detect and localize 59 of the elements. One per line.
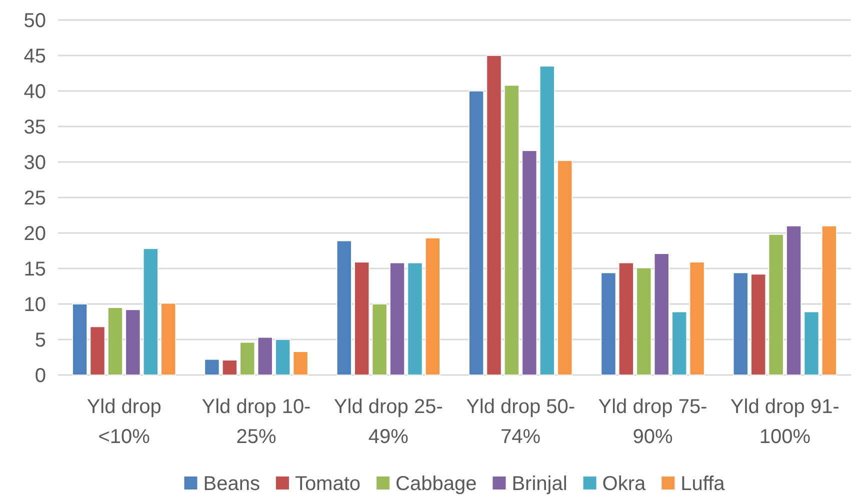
bar xyxy=(257,336,273,376)
bar xyxy=(672,311,687,376)
y-tick-label: 35 xyxy=(24,116,46,138)
bar xyxy=(804,311,820,376)
bar xyxy=(275,339,290,376)
bar xyxy=(600,272,616,376)
bar xyxy=(786,226,802,376)
y-tick-label: 30 xyxy=(24,152,46,174)
x-tick-label: Yld drop <10% xyxy=(86,396,162,448)
x-tick-label: Yld drop 25-49% xyxy=(334,396,443,448)
legend-label: Tomato xyxy=(294,473,361,495)
bar xyxy=(557,160,573,376)
bar xyxy=(108,307,123,376)
bar xyxy=(354,262,370,376)
bar xyxy=(504,84,520,376)
y-tick-label: 40 xyxy=(24,81,46,103)
x-tick-label: Yld drop 91-100% xyxy=(730,396,840,448)
y-tick-label: 50 xyxy=(24,10,46,32)
bar xyxy=(425,238,440,376)
y-tick-label: 25 xyxy=(24,188,46,210)
bar xyxy=(768,234,784,376)
bar xyxy=(654,253,670,376)
bar xyxy=(486,55,502,376)
bar xyxy=(372,304,388,376)
bar xyxy=(336,240,352,376)
bar xyxy=(618,262,634,376)
bar xyxy=(240,342,256,376)
y-tick-label: 20 xyxy=(24,223,46,245)
y-tick-label: 0 xyxy=(34,365,46,387)
x-tick-label: Yld drop 10-25% xyxy=(202,396,311,448)
bar xyxy=(142,248,158,376)
bar xyxy=(90,326,106,376)
bar xyxy=(222,360,238,376)
bar xyxy=(204,358,220,376)
bar xyxy=(636,267,652,376)
x-tick-label: Yld drop 75-90% xyxy=(598,396,708,448)
bar xyxy=(732,272,748,376)
y-tick-label: 45 xyxy=(24,46,46,68)
legend-label: Beans xyxy=(203,473,260,495)
bar xyxy=(125,309,141,376)
y-tick-label: 5 xyxy=(34,330,46,352)
bar xyxy=(468,90,484,376)
bar xyxy=(522,150,538,376)
bar xyxy=(72,304,88,376)
bar xyxy=(750,274,766,376)
legend-label: Brinjal xyxy=(512,473,568,495)
bar xyxy=(689,262,705,376)
x-tick-label: Yld drop 50-74% xyxy=(466,396,576,448)
bar xyxy=(292,351,308,376)
bar xyxy=(390,262,405,376)
legend-label: Cabbage xyxy=(396,473,477,495)
bar xyxy=(822,226,837,376)
bar xyxy=(407,262,423,376)
bar xyxy=(160,302,176,376)
y-tick-label: 10 xyxy=(24,294,46,316)
bar xyxy=(539,66,555,376)
y-tick-label: 15 xyxy=(24,258,46,280)
legend-label: Luffa xyxy=(680,473,726,495)
legend-label: Okra xyxy=(602,473,647,495)
